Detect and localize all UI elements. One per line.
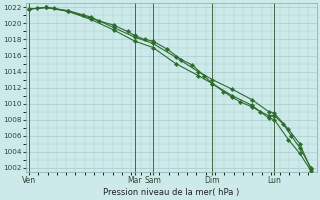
X-axis label: Pression niveau de la mer( hPa ): Pression niveau de la mer( hPa ) bbox=[103, 188, 239, 197]
